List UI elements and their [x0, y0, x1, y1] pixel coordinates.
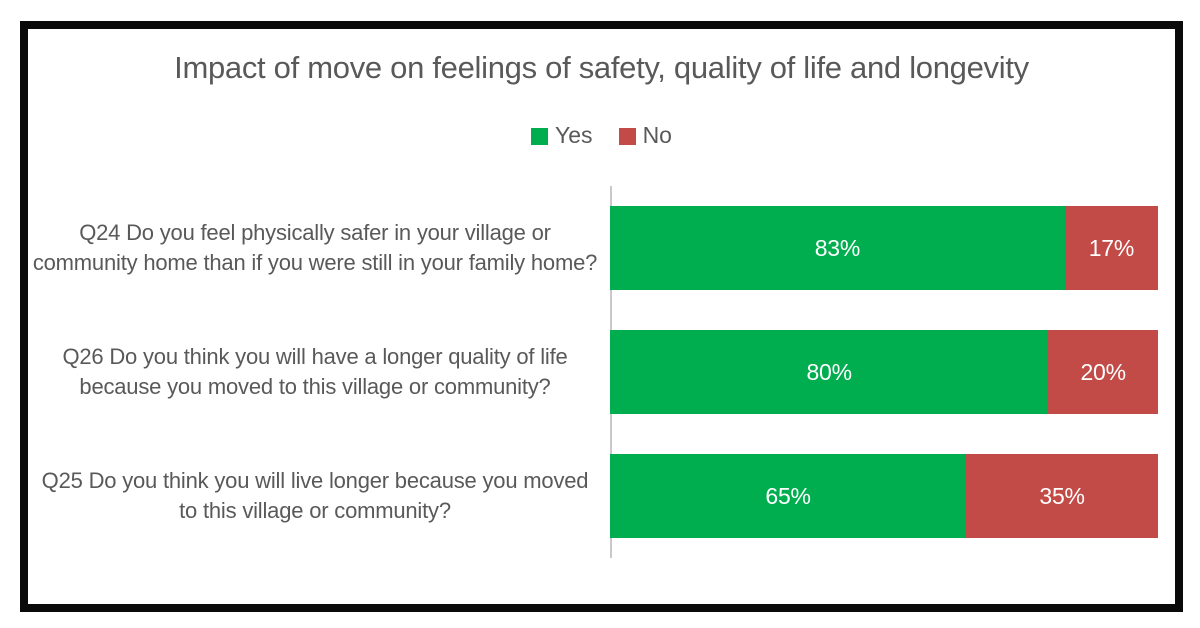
bar-segment-no: 35%	[966, 454, 1158, 538]
data-label: 83%	[814, 234, 861, 261]
bar-segment-no: 17%	[1064, 206, 1158, 290]
chart-title: Impact of move on feelings of safety, qu…	[174, 50, 1029, 85]
bar-segment-yes: 65%	[610, 454, 967, 538]
chart-frame: Impact of move on feelings of safety, qu…	[20, 21, 1183, 612]
bar-track: 65% 35%	[610, 454, 1158, 538]
legend-label-yes: Yes	[555, 122, 593, 148]
plot-area: Q24 Do you feel physically safer in your…	[28, 186, 1175, 558]
category-label: Q24 Do you feel physically safer in your…	[32, 220, 598, 275]
bar-track: 80% 20%	[610, 330, 1158, 414]
chart-row: Q26 Do you think you will have a longer …	[28, 310, 1158, 434]
bar-segment-no: 20%	[1048, 330, 1158, 414]
category-label: Q25 Do you think you will live longer be…	[41, 468, 589, 523]
data-label: 17%	[1088, 234, 1135, 261]
data-label: 35%	[1039, 482, 1085, 509]
legend: Yes No	[28, 122, 1175, 149]
data-label: 65%	[765, 482, 811, 509]
legend-item-no: No	[618, 122, 672, 149]
bar-segment-yes: 80%	[610, 330, 1049, 414]
data-label: 80%	[806, 358, 852, 385]
legend-swatch-no	[618, 128, 636, 145]
data-label: 20%	[1080, 358, 1126, 385]
legend-label-no: No	[642, 122, 672, 148]
chart-row: Q25 Do you think you will live longer be…	[28, 434, 1158, 558]
bar-track: 83% 17%	[610, 206, 1158, 290]
bar-segment-yes: 83%	[610, 206, 1065, 290]
chart-row: Q24 Do you feel physically safer in your…	[28, 186, 1158, 310]
legend-item-yes: Yes	[531, 122, 593, 149]
category-label: Q26 Do you think you will have a longer …	[62, 344, 568, 399]
legend-swatch-yes	[531, 128, 549, 145]
